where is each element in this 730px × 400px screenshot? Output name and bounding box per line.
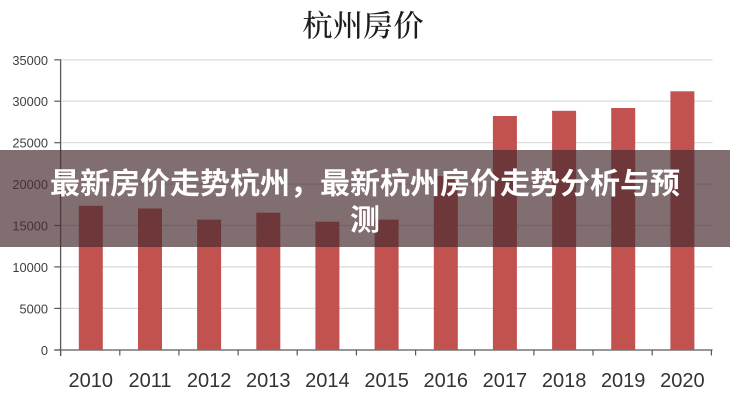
svg-text:2014: 2014 (305, 370, 350, 392)
svg-text:2015: 2015 (364, 370, 409, 392)
svg-text:35000: 35000 (12, 53, 48, 68)
svg-text:2016: 2016 (424, 370, 469, 392)
svg-text:2013: 2013 (246, 370, 291, 392)
svg-text:5000: 5000 (20, 301, 48, 316)
svg-text:10000: 10000 (12, 260, 48, 275)
svg-text:25000: 25000 (12, 136, 48, 151)
svg-text:30000: 30000 (12, 94, 48, 109)
svg-text:2012: 2012 (187, 370, 232, 392)
svg-text:0: 0 (41, 343, 48, 358)
svg-text:2020: 2020 (660, 370, 705, 392)
svg-text:2019: 2019 (601, 370, 646, 392)
svg-text:2017: 2017 (483, 370, 528, 392)
svg-text:2010: 2010 (69, 370, 114, 392)
svg-text:2011: 2011 (128, 370, 171, 392)
svg-text:2018: 2018 (542, 370, 587, 392)
